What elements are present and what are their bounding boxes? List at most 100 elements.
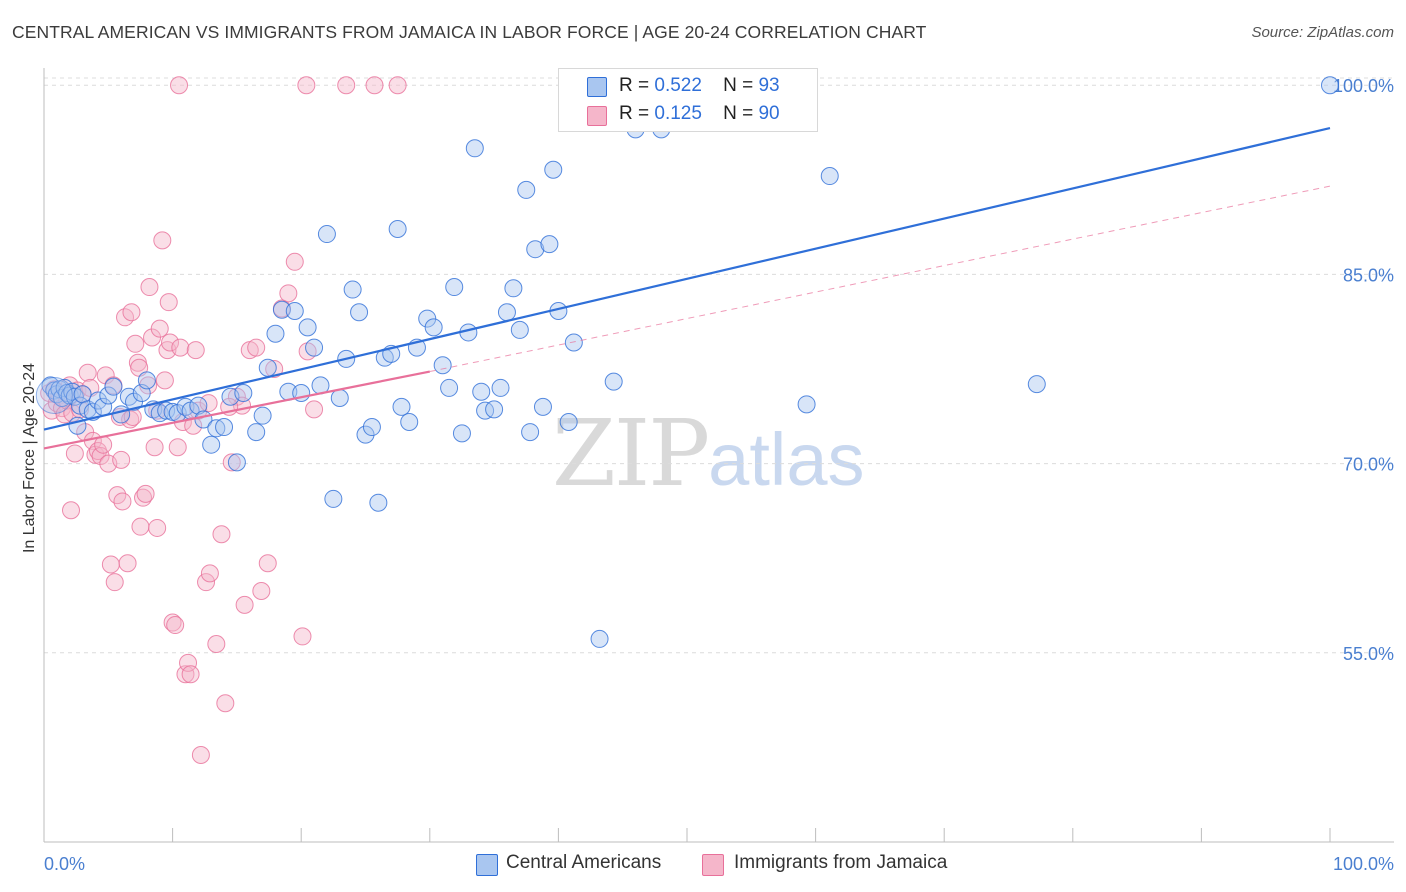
stats-legend: R = 0.522 N = 93 R = 0.125 N = 90 [558, 68, 818, 132]
jamaica-point [161, 333, 180, 352]
jamaica-point [222, 453, 241, 472]
jamaica-point [122, 303, 141, 322]
central-american-point [392, 397, 411, 416]
central-american-point [99, 386, 118, 405]
central-american-point [564, 333, 583, 352]
watermark: ZIPatlas [552, 400, 864, 507]
jamaica-point [112, 450, 131, 469]
central-american-point [104, 377, 123, 396]
central-american-trendline [43, 127, 1331, 431]
jamaica-point [62, 501, 81, 520]
legend-r-label: R = [619, 103, 650, 124]
legend-n-value: 90 [758, 103, 780, 124]
central-american-point [234, 383, 253, 402]
y-tick-label: 55.0% [1343, 644, 1394, 664]
jamaica-point [293, 627, 312, 646]
legend-swatch-blue [587, 77, 607, 97]
chart-title: CENTRAL AMERICAN VS IMMIGRANTS FROM JAMA… [12, 22, 927, 42]
central-american-point [157, 401, 176, 420]
jamaica-trendline [43, 370, 431, 450]
jamaica-point [166, 616, 185, 635]
jamaica-point [168, 438, 187, 457]
legend-n-label: N = [723, 75, 754, 96]
jamaica-point [235, 595, 254, 614]
jamaica-point [176, 665, 195, 684]
jamaica-point [279, 284, 298, 303]
central-american-point [452, 424, 471, 443]
central-american-point [78, 400, 97, 419]
jamaica-point [258, 554, 277, 573]
central-american-point [472, 382, 491, 401]
jamaica-point [121, 410, 140, 429]
jamaica-point [140, 278, 159, 297]
central-american-point [266, 324, 285, 343]
watermark-zip: ZIP [552, 400, 710, 507]
central-american-point [445, 278, 464, 297]
central-american-point [510, 320, 529, 339]
jamaica-point [199, 394, 218, 413]
central-american-point [521, 423, 540, 442]
jamaica-point [197, 573, 216, 592]
legend-row-pink: R = 0.125 N = 90 [619, 103, 780, 125]
jamaica-point [388, 76, 407, 95]
jamaica-point [305, 400, 324, 419]
central-american-point [330, 389, 349, 408]
jamaica-point [186, 341, 205, 360]
jamaica-point [171, 338, 190, 357]
legend-r-label: R = [619, 75, 650, 96]
central-american-point [112, 405, 131, 424]
central-american-point [356, 425, 375, 444]
bottom-legend-swatch-blue [476, 854, 498, 876]
central-american-point [369, 493, 388, 512]
central-american-point [559, 412, 578, 431]
jamaica-point [179, 653, 198, 672]
central-american-point [324, 489, 343, 508]
jamaica-point [148, 518, 167, 537]
jamaica-point [105, 573, 124, 592]
central-american-cluster [35, 377, 73, 415]
jamaica-point [136, 484, 155, 503]
legend-n-label: N = [723, 103, 754, 124]
jamaica-point [118, 554, 137, 573]
central-american-point [362, 418, 381, 437]
jamaica-point [247, 338, 266, 357]
jamaica-point [212, 525, 231, 544]
central-american-point [465, 139, 484, 158]
central-american-point [189, 396, 208, 415]
central-american-point [424, 318, 443, 337]
bottom-legend-blue: Central Americans [506, 852, 662, 873]
jamaica-point [181, 665, 200, 684]
jamaica-point [191, 745, 210, 764]
central-american-point [207, 419, 226, 438]
legend-r-value: 0.522 [654, 75, 702, 96]
central-american-point [1027, 375, 1046, 394]
central-american-point [526, 240, 545, 259]
central-american-point [343, 280, 362, 299]
central-american-point [272, 300, 291, 319]
jamaica-point [91, 447, 110, 466]
central-american-point [797, 395, 816, 414]
jamaica-point [207, 634, 226, 653]
jamaica-point [78, 363, 97, 382]
jamaica-point [216, 694, 235, 713]
central-american-point [544, 160, 563, 179]
central-american-point [400, 412, 419, 431]
central-american-point [604, 372, 623, 391]
jamaica-point [113, 492, 132, 511]
x-tick-label: 100.0% [1333, 854, 1394, 874]
central-american-point [820, 167, 839, 186]
jamaica-point [365, 76, 384, 95]
central-american-point [418, 309, 437, 328]
jamaica-point [163, 613, 182, 632]
jamaica-point [101, 555, 120, 574]
jamaica-point [153, 231, 172, 250]
watermark-atlas: atlas [708, 418, 865, 501]
central-american-point [440, 378, 459, 397]
jamaica-point [65, 444, 84, 463]
jamaica-point [155, 371, 174, 390]
jamaica-point [285, 252, 304, 271]
central-american-point [540, 235, 559, 254]
jamaica-point [170, 76, 189, 95]
legend-row-blue: R = 0.522 N = 93 [619, 75, 780, 97]
